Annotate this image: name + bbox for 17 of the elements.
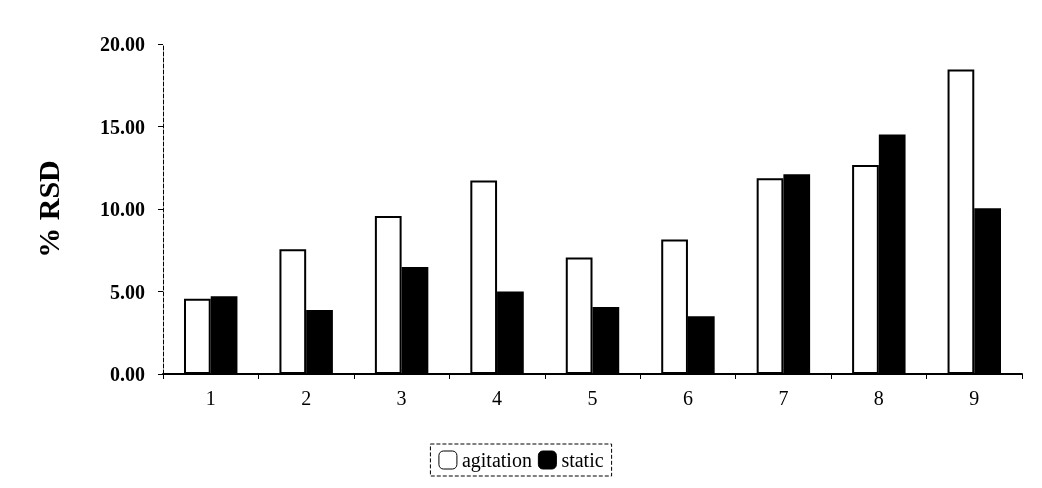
legend-label: agitation <box>461 449 532 472</box>
x-tick-label: 7 <box>778 387 789 409</box>
x-tick-label: 4 <box>492 387 503 409</box>
y-tick-label: 10.00 <box>100 198 145 220</box>
y-tick-label: 20.00 <box>100 33 145 55</box>
y-tick-label: 15.00 <box>100 115 145 138</box>
x-tick-label: 1 <box>205 387 216 409</box>
x-tick-label: 5 <box>587 387 598 409</box>
x-tick-label: 9 <box>969 387 980 409</box>
x-tick-label: 2 <box>301 387 312 409</box>
x-tick-label: 3 <box>396 387 407 409</box>
x-tick-label: 6 <box>682 387 693 409</box>
legend-label: static <box>561 449 604 471</box>
y-tick-label: 5.00 <box>110 280 145 303</box>
y-axis-title: % RSD <box>31 160 65 258</box>
y-tick-label: 0.00 <box>110 363 145 385</box>
x-tick-label: 8 <box>873 387 884 409</box>
